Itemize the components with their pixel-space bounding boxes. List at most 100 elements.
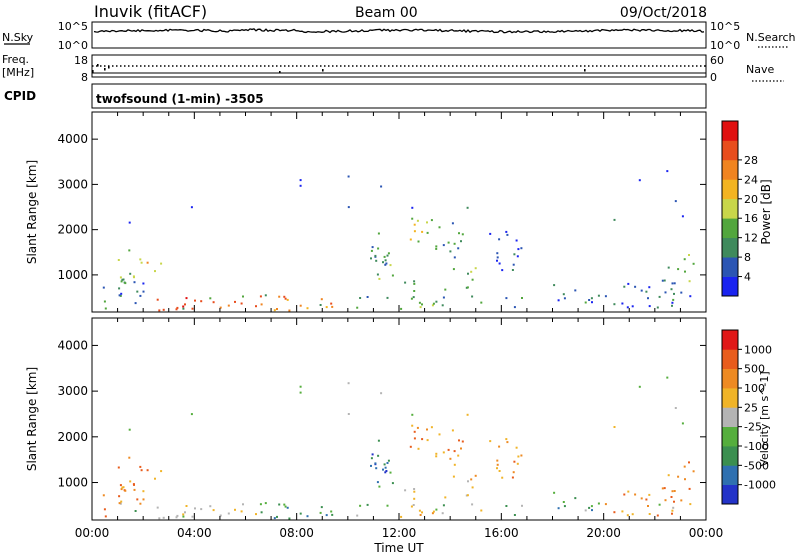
scatter-cell bbox=[680, 291, 683, 294]
scatter-cell bbox=[120, 292, 123, 295]
scatter-cell bbox=[413, 430, 416, 433]
scatter-cell bbox=[658, 295, 661, 298]
scatter-cell bbox=[419, 306, 422, 309]
scatter-cell bbox=[133, 488, 136, 491]
scatter-cell bbox=[498, 445, 501, 448]
freq-dot bbox=[322, 69, 324, 72]
scatter-cell bbox=[442, 296, 445, 299]
scatter-cell bbox=[663, 487, 666, 490]
scatter-cell bbox=[319, 511, 322, 514]
scatter-cell bbox=[671, 490, 674, 493]
nsky-trace bbox=[93, 28, 705, 34]
scatter-cell bbox=[366, 296, 369, 298]
scatter-cell bbox=[185, 505, 188, 507]
scatter-cell bbox=[384, 466, 387, 469]
scatter-cell bbox=[184, 511, 186, 514]
scatter-cell bbox=[104, 515, 107, 518]
scatter-cell bbox=[375, 467, 378, 470]
scatter-cell bbox=[404, 281, 407, 284]
scatter-cell bbox=[670, 496, 673, 498]
scatter-cell bbox=[664, 499, 667, 502]
scatter-cell bbox=[471, 503, 474, 506]
scatter-cell bbox=[435, 452, 438, 455]
scatter-cell bbox=[671, 304, 673, 307]
scatter-cell bbox=[299, 385, 302, 388]
scatter-cell bbox=[689, 503, 692, 506]
scatter-cell bbox=[501, 476, 504, 479]
scatter-cell bbox=[377, 439, 380, 442]
colorbar-segment bbox=[722, 257, 738, 277]
scatter-cell bbox=[447, 448, 450, 451]
scatter-cell bbox=[466, 413, 469, 416]
scatter-cell bbox=[413, 437, 416, 440]
scatter-cell bbox=[413, 490, 416, 493]
scatter-cell bbox=[590, 297, 593, 300]
colorbar-tick-label: 16 bbox=[744, 212, 758, 225]
scatter-cell bbox=[384, 471, 387, 474]
scatter-cell bbox=[520, 454, 523, 457]
scatter-cell bbox=[496, 256, 499, 259]
scatter-cell bbox=[557, 299, 560, 302]
scatter-cell bbox=[604, 295, 607, 298]
nsearch-right-label: N.Search bbox=[746, 31, 796, 44]
scatter-cell bbox=[384, 259, 387, 262]
scatter-cell bbox=[371, 246, 374, 249]
scatter-cell bbox=[306, 307, 309, 310]
scatter-cell bbox=[688, 461, 690, 464]
colorbar-tick-label: 24 bbox=[744, 173, 758, 186]
scatter-cell bbox=[284, 297, 287, 300]
scatter-cell bbox=[553, 284, 556, 287]
scatter-cell bbox=[119, 502, 122, 505]
scatter-cell bbox=[671, 512, 673, 515]
scatter-cell bbox=[671, 301, 674, 304]
colorbar-segment bbox=[722, 349, 738, 369]
scatter-cell bbox=[374, 462, 377, 465]
scatter-cell bbox=[375, 259, 378, 262]
scatter-cell bbox=[190, 206, 193, 209]
scatter-cell bbox=[356, 306, 359, 309]
power-colorbar-label: Power [dB] bbox=[759, 179, 773, 244]
scatter-cell bbox=[656, 306, 659, 309]
colorbar-segment bbox=[722, 140, 738, 161]
scatter-cell bbox=[604, 503, 607, 506]
power-colorbar: 4 8 12 16 20 24 28 bbox=[721, 120, 758, 297]
scatter-cell bbox=[666, 170, 669, 173]
scatter-cell bbox=[146, 469, 149, 472]
scatter-cell bbox=[412, 296, 415, 299]
scatter-cell bbox=[154, 477, 156, 480]
scatter-cell bbox=[134, 302, 137, 305]
scatter-cell bbox=[400, 307, 403, 310]
scatter-cell bbox=[640, 289, 643, 292]
scatter-cell bbox=[613, 303, 616, 306]
scatter-cell bbox=[421, 230, 424, 233]
scatter-cell bbox=[626, 306, 629, 309]
velocity-scatter-cells bbox=[102, 376, 695, 520]
scatter-cell bbox=[182, 513, 185, 516]
scatter-cell bbox=[506, 441, 509, 444]
scatter-cell bbox=[370, 249, 373, 252]
scatter-cell bbox=[496, 463, 499, 466]
scatter-cell bbox=[121, 278, 124, 281]
scatter-cell bbox=[563, 297, 566, 300]
scatter-cell bbox=[411, 413, 414, 416]
scatter-cell bbox=[645, 498, 648, 501]
scatter-cell bbox=[374, 254, 377, 257]
scatter-cell bbox=[441, 512, 444, 515]
scatter-cell bbox=[191, 515, 194, 518]
scatter-cell bbox=[673, 282, 676, 285]
scatter-cell bbox=[584, 509, 587, 512]
scatter-cell bbox=[325, 514, 328, 517]
scatter-cell bbox=[209, 297, 212, 300]
scatter-cell bbox=[128, 249, 131, 252]
scatter-cell bbox=[134, 510, 137, 512]
freq-dot bbox=[108, 66, 110, 69]
scatter-cell bbox=[656, 514, 659, 517]
scatter-cell bbox=[588, 506, 591, 509]
freq-panel: Freq. [MHz] 18 8 60 0 Nave bbox=[2, 53, 784, 84]
x-tick-label: 16:00 bbox=[484, 526, 519, 540]
scatter-cell bbox=[413, 223, 416, 226]
scatter-cell bbox=[299, 391, 302, 394]
scatter-cell bbox=[501, 269, 504, 272]
scatter-cell bbox=[139, 465, 142, 468]
scatter-cell bbox=[156, 506, 159, 509]
